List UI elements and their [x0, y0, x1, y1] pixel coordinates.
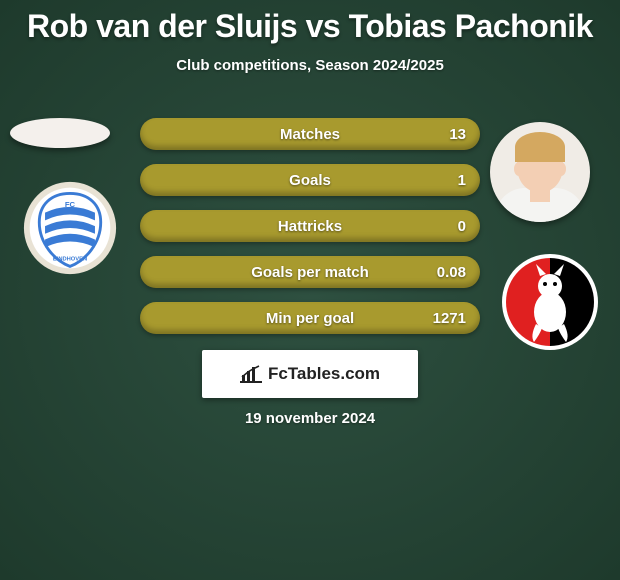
stat-right-value: 1: [458, 172, 466, 189]
svg-text:FC: FC: [65, 200, 76, 209]
stat-row-min-per-goal: Min per goal 1271: [140, 302, 480, 334]
page-title: Rob van der Sluijs vs Tobias Pachonik: [0, 0, 620, 45]
stat-row-goals: Goals 1: [140, 164, 480, 196]
stat-label: Goals: [289, 172, 331, 189]
date-line: 19 november 2024: [0, 410, 620, 427]
club-left-logo: FC EINDHOVEN: [22, 180, 118, 276]
brand-text: FcTables.com: [268, 364, 380, 384]
stat-label: Goals per match: [251, 264, 369, 281]
stat-row-matches: Matches 13: [140, 118, 480, 150]
brand-box[interactable]: FcTables.com: [202, 350, 418, 398]
bar-chart-icon: [240, 365, 262, 383]
svg-text:EINDHOVEN: EINDHOVEN: [53, 257, 87, 263]
avatar-placeholder-ellipse: [10, 118, 110, 148]
club-right-logo: [500, 252, 600, 352]
subtitle: Club competitions, Season 2024/2025: [0, 57, 620, 74]
stat-right-value: 0.08: [437, 264, 466, 281]
stat-right-value: 0: [458, 218, 466, 235]
avatar-hair: [515, 132, 565, 162]
stat-label: Min per goal: [266, 310, 354, 327]
player-right-avatar: [490, 122, 590, 222]
stat-row-hattricks: Hattricks 0: [140, 210, 480, 242]
stat-label: Matches: [280, 126, 340, 143]
stat-row-goals-per-match: Goals per match 0.08: [140, 256, 480, 288]
stat-right-value: 13: [449, 126, 466, 143]
stat-label: Hattricks: [278, 218, 342, 235]
stat-right-value: 1271: [433, 310, 466, 327]
stats-area: Matches 13 Goals 1 Hattricks 0 Goals per…: [140, 118, 480, 348]
